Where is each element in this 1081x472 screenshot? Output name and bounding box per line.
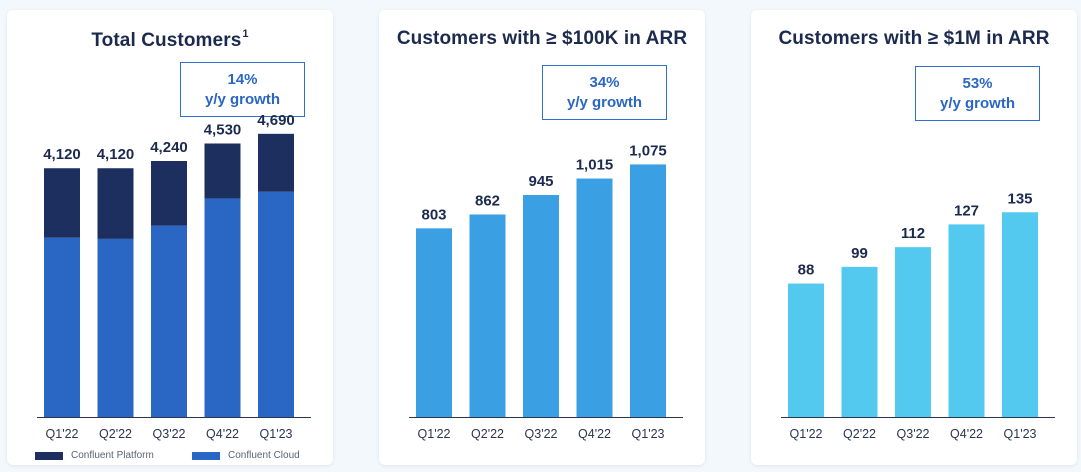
growth-label: y/y growth (566, 94, 642, 111)
x-tick-label: Q3'22 (525, 427, 558, 441)
bar (576, 178, 613, 417)
data-label: 4,240 (150, 139, 188, 156)
data-label: 99 (851, 245, 868, 262)
bar (469, 214, 506, 417)
data-label: 88 (798, 262, 815, 279)
bar (841, 266, 878, 417)
x-tick-label: Q2'22 (471, 427, 504, 441)
data-label: 4,690 (257, 112, 295, 129)
data-label: 1,015 (576, 157, 614, 174)
bar-confluent-platform (44, 168, 80, 238)
x-tick-label: Q1'23 (632, 427, 665, 441)
legend-swatch (192, 451, 220, 460)
growth-value: 53% (962, 75, 993, 92)
data-label: 127 (954, 202, 979, 219)
data-label: 135 (1007, 190, 1032, 207)
growth-value: 14% (227, 71, 258, 88)
chart-title: Total Customers1 (91, 28, 249, 51)
data-label: 112 (901, 225, 925, 242)
bar (895, 247, 931, 417)
bar-chart: 4,120 Q1'22 4,120 Q2'22 4,240 Q3'22 4,530 Q4'22… (37, 112, 311, 441)
bar-confluent-cloud (97, 238, 134, 417)
data-label: 4,120 (97, 146, 135, 163)
customers-1m-card: Customers with ≥ $1M in ARR 53% y/y grow… (751, 10, 1077, 465)
data-label: 862 (475, 192, 500, 209)
bar-confluent-cloud (44, 237, 80, 417)
growth-callout: 53% y/y growth (915, 66, 1040, 121)
legend-item-cloud: Confluent Cloud (192, 450, 300, 461)
x-tick-label: Q1'23 (1004, 427, 1037, 441)
growth-callout: 34% y/y growth (542, 65, 667, 120)
x-tick-label: Q3'22 (897, 427, 930, 441)
bar-confluent-cloud (151, 225, 187, 417)
bar (630, 164, 666, 417)
x-tick-label: Q2'22 (843, 427, 876, 441)
customers-100k-card: Customers with ≥ $100K in ARR 34% y/y gr… (379, 10, 705, 465)
growth-label: y/y growth (939, 95, 1015, 112)
data-label: 945 (528, 173, 553, 190)
bar-confluent-cloud (258, 191, 294, 417)
bar-chart: 88 Q1'22 99 Q2'22 112 Q3'22 127 Q4'22 135 Q1'23 (781, 190, 1055, 441)
data-label: 1,075 (629, 142, 667, 159)
x-tick-label: Q1'22 (418, 427, 451, 441)
legend-item-platform: Confluent Platform (35, 450, 154, 461)
x-tick-label: Q4'22 (578, 427, 611, 441)
bar (1002, 212, 1038, 417)
footnote-marker: 1 (242, 28, 249, 40)
bar (416, 228, 452, 417)
x-tick-label: Q2'22 (99, 427, 132, 441)
x-tick-label: Q1'23 (260, 427, 293, 441)
data-label: 4,530 (204, 121, 242, 138)
data-label: 803 (421, 206, 446, 223)
x-tick-label: Q4'22 (950, 427, 983, 441)
legend-swatch (35, 451, 63, 460)
bar-confluent-platform (97, 168, 134, 239)
x-tick-label: Q3'22 (153, 427, 186, 441)
total-customers-card: Total Customers1 14% y/y growth 4,120 Q1'… (7, 10, 333, 465)
x-tick-label: Q4'22 (206, 427, 239, 441)
bar-confluent-cloud (204, 198, 241, 417)
legend-label: Confluent Cloud (228, 450, 300, 461)
data-label: 4,120 (43, 146, 81, 163)
bar-chart: 803 Q1'22 862 Q2'22 945 Q3'22 1,015 Q4'22 1,075 Q… (409, 142, 683, 441)
chart-title: Customers with ≥ $100K in ARR (396, 28, 688, 49)
bar (948, 224, 985, 417)
x-tick-label: Q1'22 (790, 427, 823, 441)
growth-label: y/y growth (204, 91, 280, 108)
growth-callout: 14% y/y growth (180, 62, 305, 117)
growth-value: 34% (589, 74, 620, 91)
chart-title: Customers with ≥ $1M in ARR (778, 28, 1050, 49)
legend-label: Confluent Platform (71, 450, 154, 461)
bar-confluent-platform (204, 143, 241, 199)
bar-confluent-platform (151, 161, 187, 226)
bar (523, 194, 559, 417)
x-tick-label: Q1'22 (46, 427, 79, 441)
bar-confluent-platform (258, 133, 294, 192)
bar (788, 283, 824, 417)
